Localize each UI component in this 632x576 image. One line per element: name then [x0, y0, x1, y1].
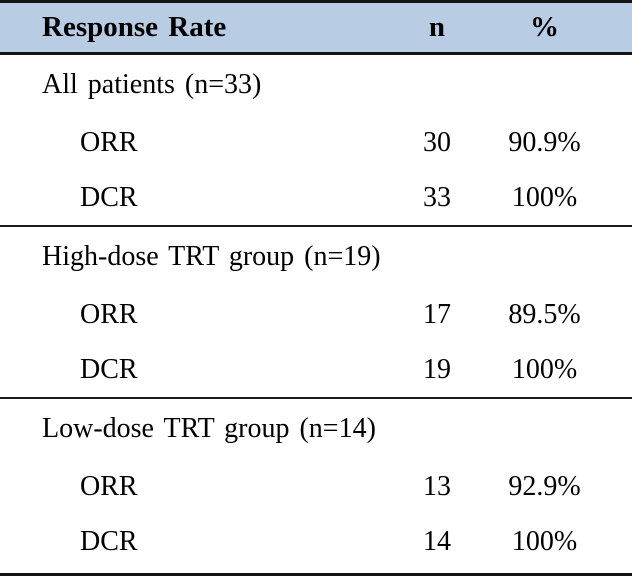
- row-pct-value: 100%: [511, 181, 578, 213]
- table-row: ORR 30 90.9%: [0, 115, 632, 170]
- table-row: ORR 13 92.9%: [0, 459, 632, 514]
- row-label: DCR: [80, 525, 138, 557]
- section-all-patients: All patients (n=33) ORR 30 90.9% DCR 33 …: [0, 55, 632, 227]
- row-pct-value: 100%: [511, 525, 578, 557]
- group-label: High-dose TRT group (n=19): [42, 241, 381, 272]
- row-label: ORR: [80, 470, 138, 502]
- table-row: DCR 14 100%: [0, 514, 632, 569]
- row-label: ORR: [80, 298, 138, 330]
- row-label: DCR: [80, 353, 138, 385]
- group-header-row: High-dose TRT group (n=19): [0, 227, 632, 287]
- group-header-row: All patients (n=33): [0, 55, 632, 115]
- section-high-dose-trt: High-dose TRT group (n=19) ORR 17 89.5% …: [0, 227, 632, 399]
- row-n-value: 33: [423, 181, 451, 213]
- table-row: DCR 33 100%: [0, 170, 632, 225]
- row-n-value: 14: [423, 525, 451, 557]
- header-response-rate: Response Rate: [42, 11, 227, 43]
- row-n-value: 19: [423, 353, 451, 385]
- header-percent: %: [530, 11, 559, 43]
- row-n-value: 17: [423, 298, 451, 330]
- table-header-row: Response Rate n %: [0, 3, 632, 55]
- row-n-value: 30: [423, 126, 451, 158]
- row-pct-value: 92.9%: [508, 470, 581, 502]
- group-label: Low-dose TRT group (n=14): [42, 413, 376, 444]
- row-pct-value: 100%: [511, 353, 578, 385]
- section-low-dose-trt: Low-dose TRT group (n=14) ORR 13 92.9% D…: [0, 399, 632, 569]
- table-row: ORR 17 89.5%: [0, 287, 632, 342]
- row-pct-value: 90.9%: [508, 126, 581, 158]
- group-header-row: Low-dose TRT group (n=14): [0, 399, 632, 459]
- row-pct-value: 89.5%: [508, 298, 581, 330]
- group-label: All patients (n=33): [42, 69, 262, 100]
- row-n-value: 13: [423, 470, 451, 502]
- row-label: ORR: [80, 126, 138, 158]
- header-n: n: [428, 11, 446, 43]
- table-row: DCR 19 100%: [0, 342, 632, 397]
- row-label: DCR: [80, 181, 138, 213]
